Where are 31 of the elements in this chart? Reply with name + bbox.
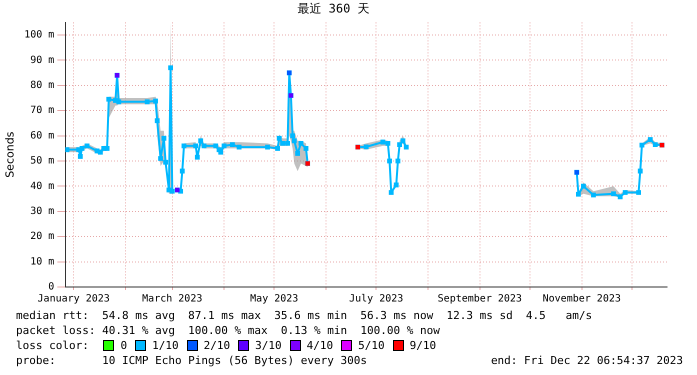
y-tick-label: 50 m bbox=[30, 156, 54, 167]
y-tick-label: 90 m bbox=[30, 54, 54, 66]
y-tick-label: 40 m bbox=[30, 180, 54, 192]
text: end: Fri Dec 22 06:54:37 2023 bbox=[490, 353, 683, 368]
y-tick-label: 30 m bbox=[30, 206, 54, 217]
legend-label: 3/10 bbox=[255, 338, 282, 353]
x-tick-label: July 2023 bbox=[349, 294, 404, 305]
legend-label: 0 bbox=[120, 338, 128, 353]
x-tick-label: September 2023 bbox=[438, 294, 522, 305]
legend-label: 9/10 bbox=[410, 338, 436, 353]
legend-title: loss color: bbox=[16, 338, 90, 353]
y-tick-label: 20 m bbox=[30, 231, 54, 242]
y-tick-label: 60 m bbox=[30, 130, 54, 142]
legend-label: 2/10 bbox=[204, 338, 230, 353]
legend-label: 1/10 bbox=[152, 338, 179, 353]
y-tick-label: 70 m bbox=[30, 105, 54, 116]
y-tick-label: 10 m bbox=[30, 256, 54, 268]
legend-label: 4/10 bbox=[306, 338, 334, 353]
y-tick-label: 100 m bbox=[24, 30, 54, 41]
x-tick-label: May 2023 bbox=[250, 294, 298, 305]
text: median rtt: 54.8 ms avg 87.1 ms max 35.6 ms min 56.3 ms now 12.3 ms sd 4.5 am/s bbox=[16, 308, 594, 323]
x-tick-label: November 2023 bbox=[542, 294, 621, 305]
y-axis-title: Seconds bbox=[3, 131, 16, 178]
y-tick-label: 0 bbox=[48, 282, 54, 293]
x-tick-label: March 2023 bbox=[142, 294, 202, 305]
x-tick-label: January 2023 bbox=[38, 294, 110, 305]
chart-title: 最近 360 天 bbox=[297, 1, 370, 16]
y-tick-label: 80 m bbox=[30, 80, 54, 91]
text: probe: 10 ICMP Echo Pings (56 Bytes) every 300s bbox=[16, 353, 367, 368]
text: packet loss: 40.31 % avg 100.00 % max 0.13 % min 100.00 % now bbox=[16, 323, 441, 338]
legend-label: 5/10 bbox=[358, 338, 385, 353]
